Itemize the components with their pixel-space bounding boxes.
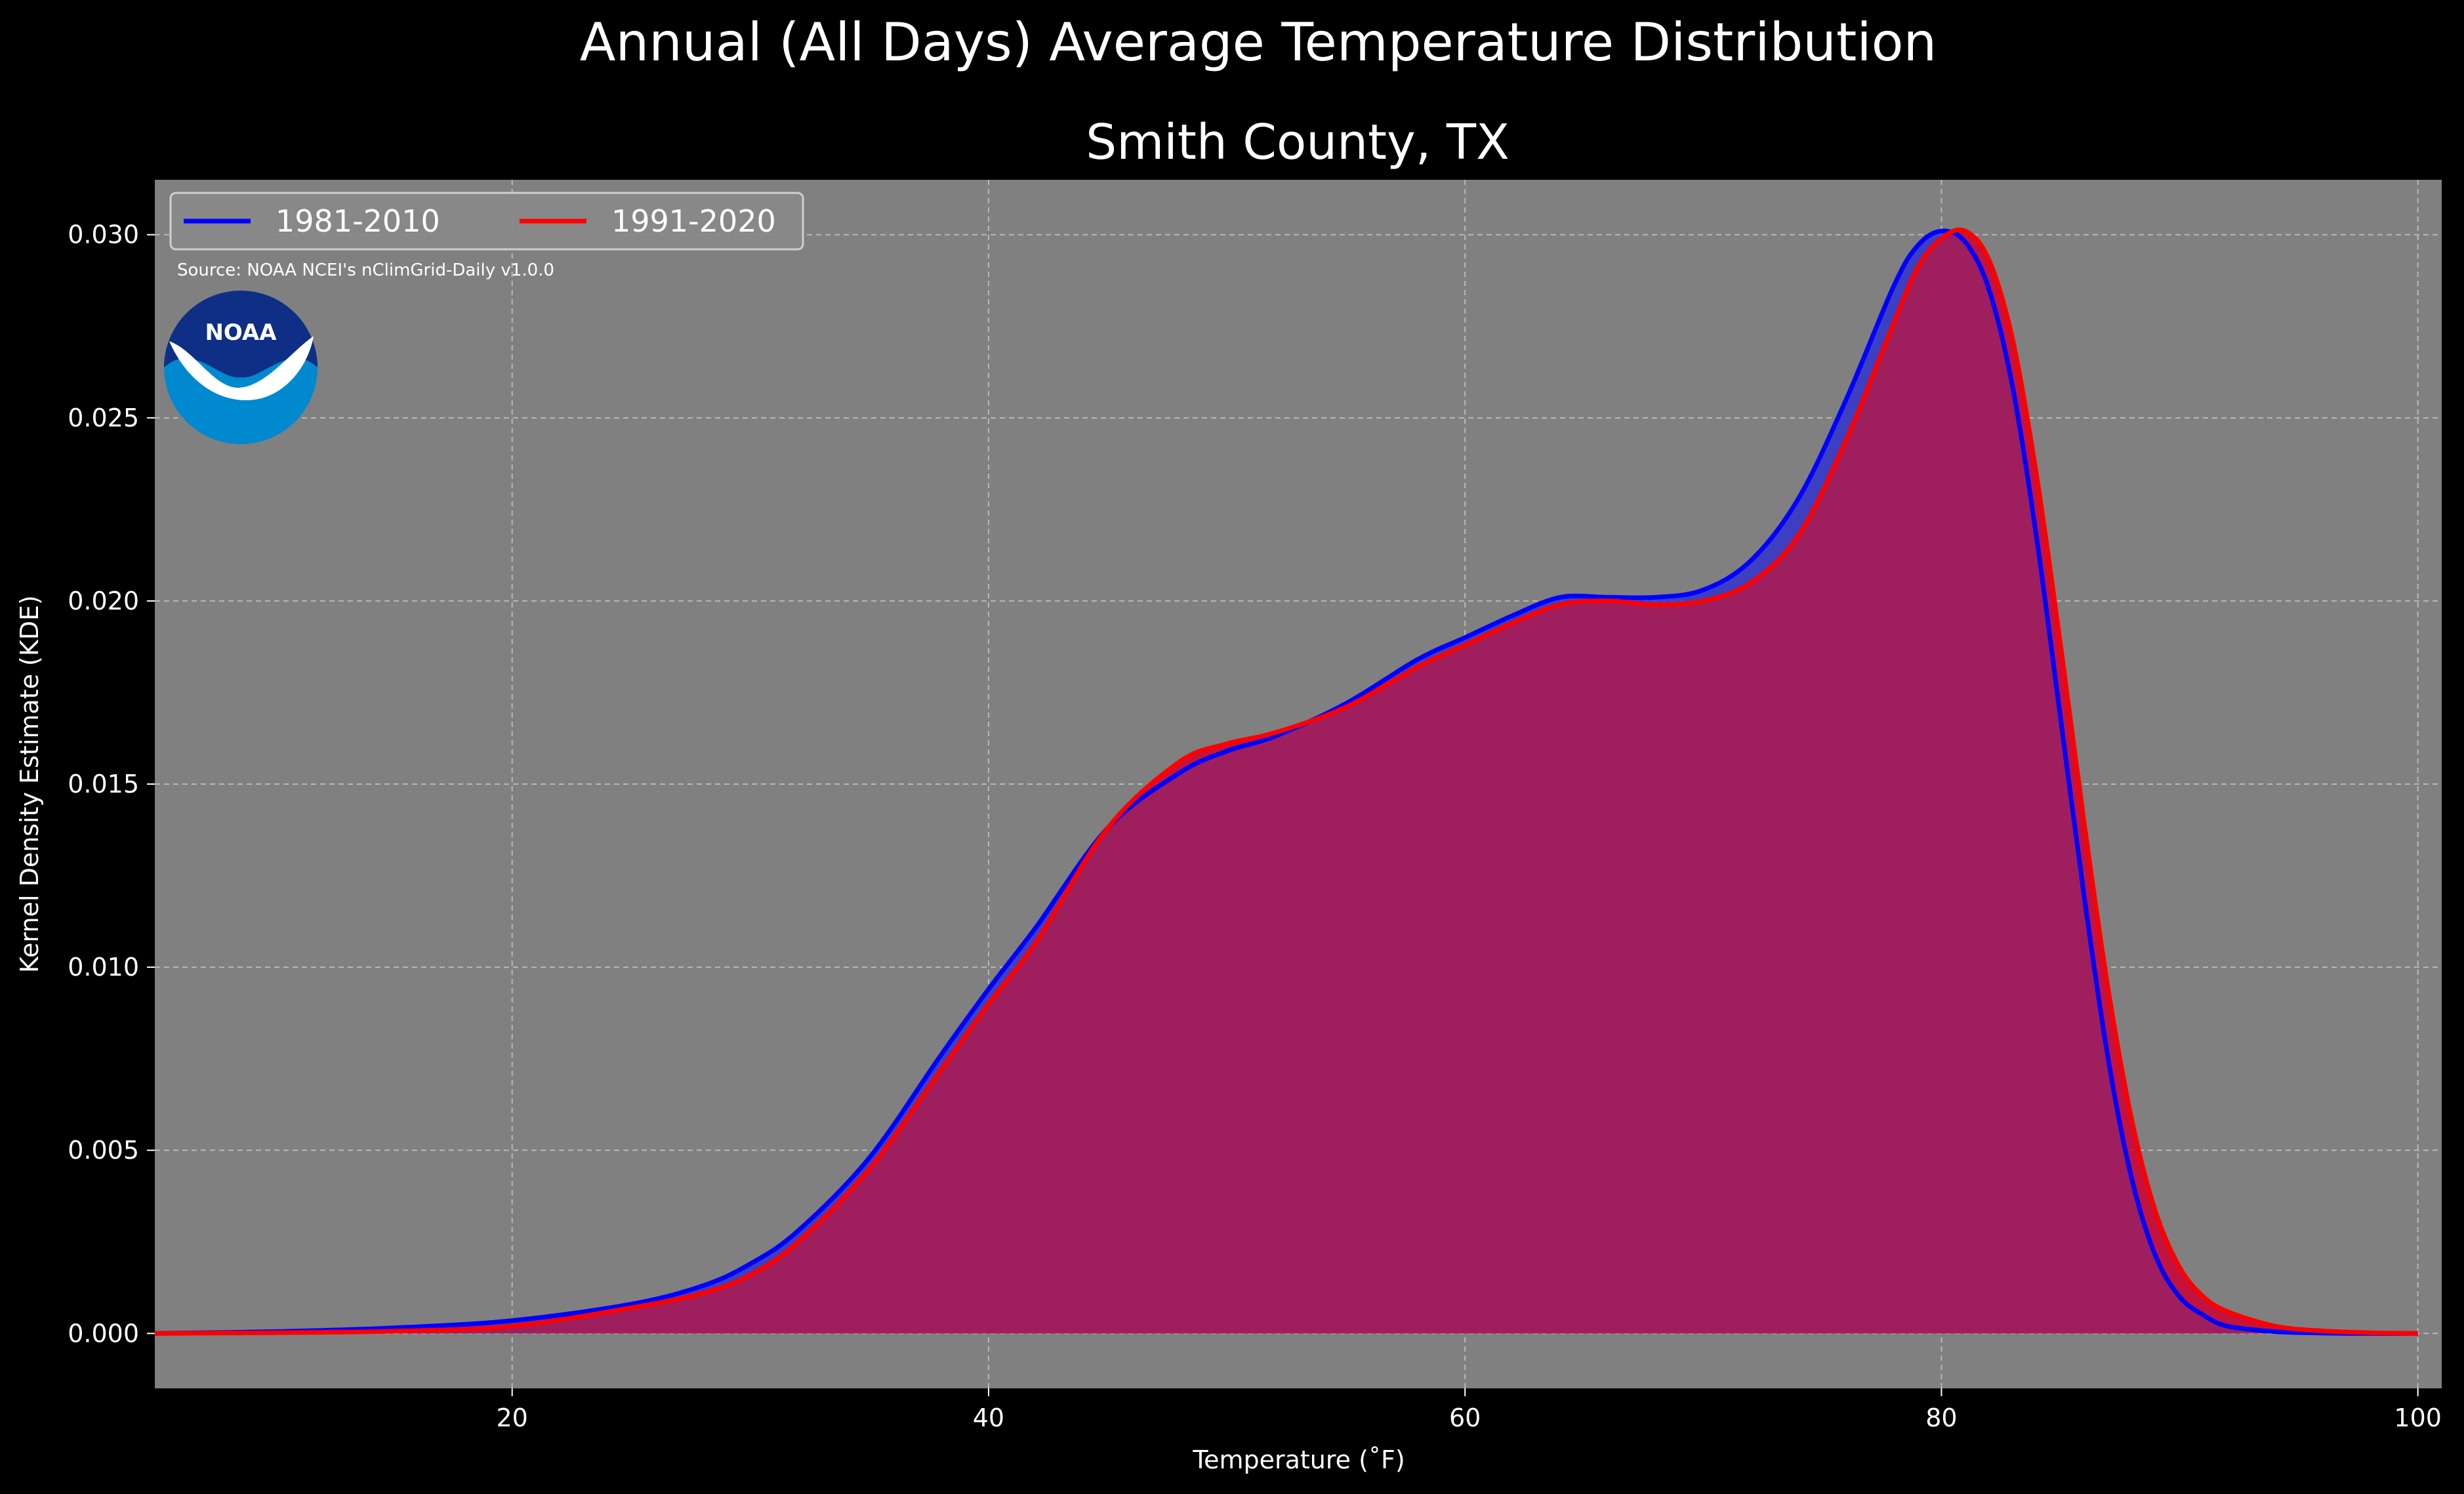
- series-lines: [154, 227, 2418, 1336]
- chart-title: Smith County, TX: [1086, 114, 1509, 171]
- series-fills: [155, 230, 2418, 1334]
- series-line-1991-2020: [154, 227, 2418, 1336]
- axis-ticks: 20 40 60 80 100 0.000 0.005 0.010 0.015 0.020 0.02…: [68, 220, 2442, 1432]
- legend-label-1991-2020: 1991-2020: [611, 203, 776, 239]
- legend-box: [169, 192, 804, 251]
- logo-gull-wave: [169, 336, 314, 401]
- x-axis-label: Temperature (˚F): [1192, 1445, 1405, 1474]
- noaa-logo: NOAA: [164, 291, 318, 444]
- x-tick-label: 20: [497, 1403, 528, 1432]
- logo-upper-dark: [164, 291, 318, 378]
- logo-text: NOAA: [205, 320, 277, 346]
- y-axis-label: Kernel Density Estimate (KDE): [15, 595, 44, 973]
- figure-suptitle: Annual (All Days) Average Temperature Di…: [580, 12, 1937, 73]
- y-tick-label: 0.025: [68, 404, 139, 432]
- logo-gull-wing: [216, 386, 276, 395]
- y-tick-label: 0.005: [68, 1136, 139, 1165]
- x-tick-label: 40: [973, 1403, 1004, 1432]
- x-tick-label: 80: [1925, 1403, 1957, 1432]
- legend: 1981-2010 1991-2020: [169, 192, 804, 251]
- source-note: Source: NOAA NCEI's nClimGrid-Daily v1.0…: [177, 260, 554, 280]
- series-line-1981-2010: [154, 228, 2418, 1336]
- y-tick-label: 0.015: [68, 770, 139, 799]
- y-tick-label: 0.020: [68, 587, 139, 615]
- area-fill-overlap: [155, 230, 2418, 1334]
- y-tick-label: 0.010: [68, 953, 139, 982]
- y-tick-label: 0.000: [68, 1319, 139, 1348]
- legend-label-1981-2010: 1981-2010: [276, 203, 440, 239]
- x-tick-label: 100: [2394, 1403, 2442, 1432]
- y-tick-label: 0.030: [68, 220, 139, 249]
- x-tick-label: 60: [1449, 1403, 1481, 1432]
